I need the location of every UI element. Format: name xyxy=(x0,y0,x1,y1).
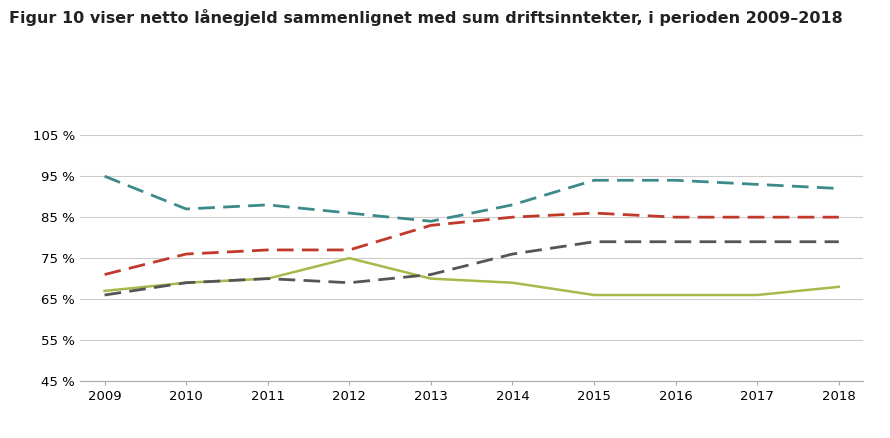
ASSS xyxy=(833,215,844,220)
Asker xyxy=(344,210,354,215)
Line: ASSS: ASSS xyxy=(104,213,838,275)
Asker xyxy=(99,173,109,179)
Landet xyxy=(752,239,763,244)
Asker xyxy=(425,219,436,224)
Landet xyxy=(181,280,191,285)
Asker xyxy=(833,186,844,191)
Bærum xyxy=(181,280,191,285)
Bærum xyxy=(344,255,354,261)
Landet xyxy=(99,293,109,298)
Bærum xyxy=(833,284,844,290)
Bærum xyxy=(507,280,518,285)
Bærum xyxy=(99,288,109,293)
Line: Landet: Landet xyxy=(104,242,838,295)
Bærum xyxy=(670,293,681,298)
Asker xyxy=(588,178,599,183)
ASSS xyxy=(263,247,273,253)
ASSS xyxy=(99,272,109,277)
Landet xyxy=(344,280,354,285)
Landet xyxy=(263,276,273,281)
Bærum xyxy=(752,293,763,298)
Landet xyxy=(670,239,681,244)
ASSS xyxy=(752,215,763,220)
Bærum xyxy=(263,276,273,281)
Bærum xyxy=(425,276,436,281)
ASSS xyxy=(344,247,354,253)
ASSS xyxy=(588,210,599,215)
Line: Asker: Asker xyxy=(104,176,838,221)
Asker xyxy=(181,206,191,212)
ASSS xyxy=(507,215,518,220)
Asker xyxy=(263,202,273,208)
Asker xyxy=(670,178,681,183)
Line: Bærum: Bærum xyxy=(104,258,838,295)
Landet xyxy=(588,239,599,244)
Asker xyxy=(752,182,763,187)
ASSS xyxy=(670,215,681,220)
ASSS xyxy=(425,223,436,228)
Bærum xyxy=(588,293,599,298)
Landet xyxy=(833,239,844,244)
Asker xyxy=(507,202,518,208)
Landet xyxy=(425,272,436,277)
Legend: Bærum, Asker, ASSS, Landet: Bærum, Asker, ASSS, Landet xyxy=(86,433,469,438)
Text: Figur 10 viser netto lånegjeld sammenlignet med sum driftsinntekter, i perioden : Figur 10 viser netto lånegjeld sammenlig… xyxy=(9,9,843,26)
ASSS xyxy=(181,251,191,257)
Landet xyxy=(507,251,518,257)
